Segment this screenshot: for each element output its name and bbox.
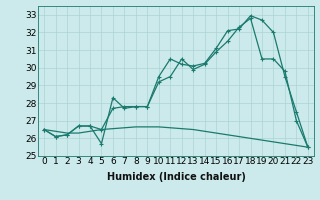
- X-axis label: Humidex (Indice chaleur): Humidex (Indice chaleur): [107, 172, 245, 182]
